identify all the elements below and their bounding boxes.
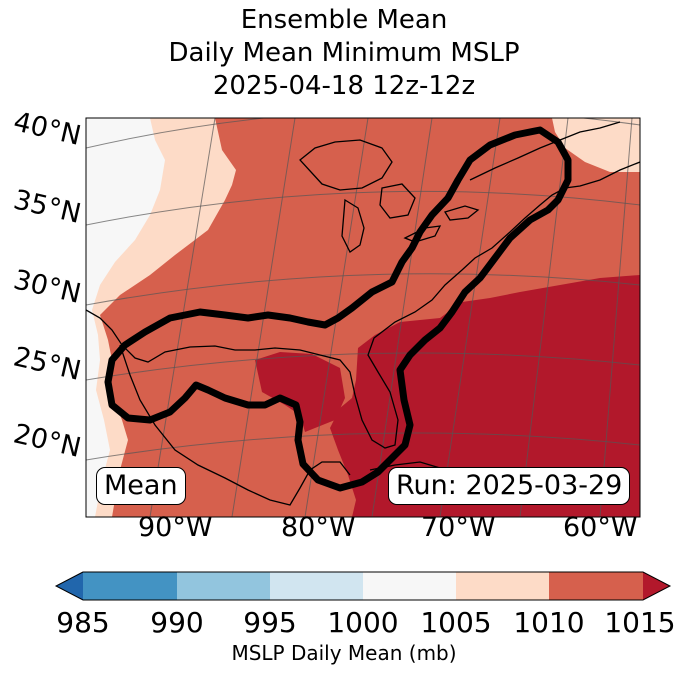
lake-michigan xyxy=(341,198,365,253)
colorbar-outline xyxy=(54,571,672,601)
lake-huron xyxy=(379,183,416,219)
colorbar-segment-1010-1015 xyxy=(549,572,643,600)
colorbar-extend-high xyxy=(643,572,670,600)
graticule-lon-65 xyxy=(599,118,633,517)
run-date-box: Run: 2025-03-29 xyxy=(388,467,631,505)
graticule-lon-80 xyxy=(371,118,433,517)
graticule-lat-20 xyxy=(86,432,640,461)
colorbar-segment-985-990 xyxy=(83,572,177,600)
outline-contour xyxy=(104,126,572,492)
lake-ontario xyxy=(443,205,480,221)
colorbar-tick-995: 995 xyxy=(243,606,297,639)
lon-label-70: 70°W xyxy=(421,512,496,543)
colorbar-segment-1005-1010 xyxy=(456,572,549,600)
colorbar-tick-985: 985 xyxy=(56,606,110,639)
graticule-lat-25 xyxy=(86,352,640,381)
field-1015-gulf xyxy=(255,352,345,432)
colorbar-tick-1010: 1010 xyxy=(513,606,585,639)
coastline-mexico xyxy=(119,344,351,506)
colorbar-segment-995-1000 xyxy=(270,572,363,600)
coastlines xyxy=(86,121,640,506)
lon-label-80: 80°W xyxy=(281,512,356,543)
lon-label-90: 90°W xyxy=(138,512,213,543)
mean-label-box: Mean xyxy=(96,467,186,505)
coastline-us-east xyxy=(86,161,640,449)
coastline-canada xyxy=(469,121,621,181)
graticule-lon-70 xyxy=(519,118,569,517)
field-1000-west xyxy=(86,118,165,517)
field-1015-atlantic xyxy=(330,275,640,517)
lon-label-60: 60°W xyxy=(563,512,638,543)
title-line-1: Ensemble Mean xyxy=(240,5,448,35)
lake-superior xyxy=(299,139,393,191)
graticule-lat-40 xyxy=(86,118,640,149)
map-frame xyxy=(85,117,641,518)
colorbar xyxy=(54,571,672,601)
graticule-lon-75 xyxy=(439,118,501,517)
map-area xyxy=(86,118,640,517)
field-1005-northeast xyxy=(552,118,640,172)
title-line-2: Daily Mean Minimum MSLP xyxy=(168,38,520,68)
colorbar-segment-1000-1005 xyxy=(363,572,456,600)
colorbar-segment-990-995 xyxy=(177,572,270,600)
colorbar-tick-990: 990 xyxy=(150,606,204,639)
colorbar-tick-1005: 1005 xyxy=(420,606,492,639)
colorbar-label: MSLP Daily Mean (mb) xyxy=(231,641,457,665)
colorbar-tick-1015: 1015 xyxy=(604,606,676,639)
graticule-lat-30 xyxy=(86,273,640,306)
colorbar-extend-low xyxy=(56,572,83,600)
title-line-3: 2025-04-18 12z-12z xyxy=(212,71,476,101)
colorbar-tick-1000: 1000 xyxy=(327,606,399,639)
